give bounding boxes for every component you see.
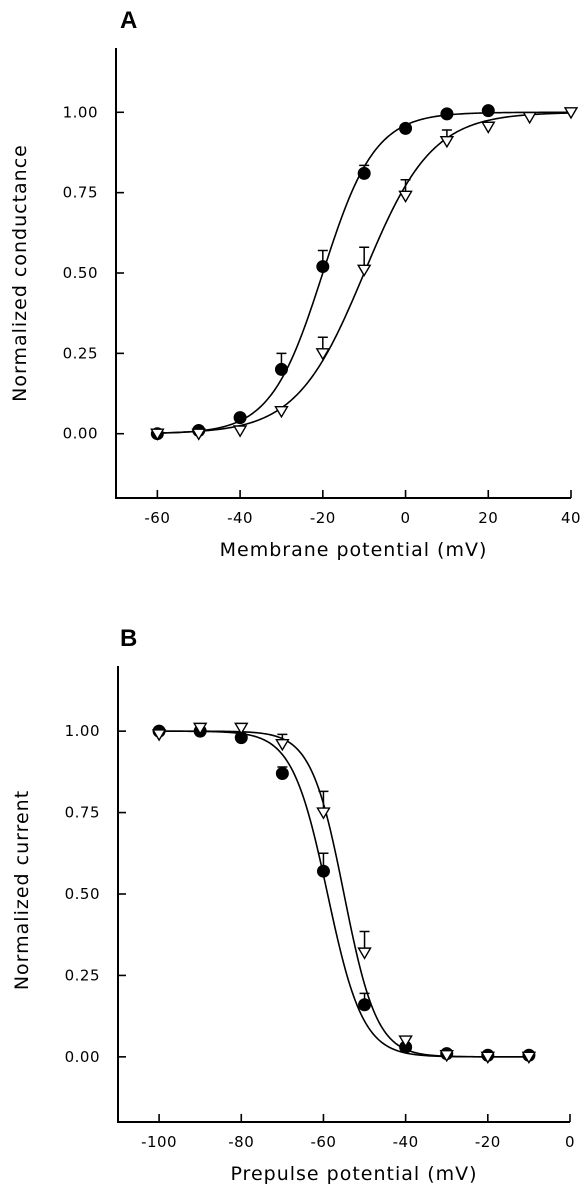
panel-b-data-point-open — [316, 807, 331, 820]
panel-b-ytick-label: 1.00 — [65, 722, 100, 740]
panel-a-ytick-label: 0.50 — [63, 264, 98, 282]
panel-a-xtick-label: 20 — [478, 509, 498, 527]
panel-a-xtick-label: -40 — [227, 509, 253, 527]
panel-a-data-point-filled — [233, 411, 247, 425]
panel-a-data-point-filled — [399, 121, 413, 135]
panel-b-data-point-filled — [275, 766, 289, 780]
panel-b-data-point-open — [439, 1050, 454, 1063]
panel-b-data-point-open — [480, 1051, 496, 1064]
panel-b-data-point-open — [151, 729, 167, 742]
panel-b-data-point-open — [521, 1051, 537, 1064]
panel-a-data-point-open — [232, 425, 248, 438]
panel-a-data-point-filled — [274, 362, 288, 376]
panel-a-data-point-open — [439, 136, 455, 149]
panel-b-data-point-filled — [316, 864, 330, 878]
panel-a-data-point-open — [150, 428, 165, 441]
panel-b-xtick-label: -20 — [475, 1133, 501, 1151]
panel-a-ytick-label: 0.25 — [63, 344, 98, 362]
panel-b-data-point-open — [234, 722, 249, 735]
panel-b-data-point-open — [275, 738, 290, 752]
panel-a-axes — [115, 48, 571, 499]
panel-b-data-point-filled — [358, 998, 372, 1012]
panel-a-data-point-open — [398, 190, 413, 203]
panel-b-ytick-label: 0.50 — [65, 885, 100, 903]
panel-a-xtick-label: -20 — [310, 509, 336, 527]
panel-b-ytick-label: 0.25 — [65, 966, 100, 984]
panel-a-xtick-label: 40 — [561, 509, 581, 527]
panel-a-chart: -60 -40 -20 0 20 40 0.00 0.25 0.50 0.75 1.00 Membra… — [9, 48, 581, 561]
panel-b-letter: B — [120, 625, 137, 652]
panel-b-xtick-label: -40 — [393, 1133, 419, 1151]
panel-b-data-point-open — [357, 947, 372, 960]
panel-b-y-axis-title: Normalized current — [11, 790, 33, 990]
panel-a-data-point-open — [274, 406, 289, 419]
panel-a-x-axis-title: Membrane potential (mV) — [220, 539, 488, 561]
panel-b-chart: -100 -80 -60 -40 -20 0 0.00 0.25 0.50 0.75 1.00 Pre… — [11, 666, 575, 1185]
panel-a-letter: A — [120, 7, 137, 34]
panel-a-data-point-filled — [357, 166, 371, 180]
panel-a-data-point-open — [315, 348, 331, 361]
panel-b-data-point-open — [398, 1035, 413, 1048]
panel-a-data-point-filled — [481, 104, 495, 118]
panel-a-data-point-open — [356, 264, 372, 277]
panel-b-ytick-label: 0.00 — [65, 1048, 100, 1066]
panel-a-data-point-open — [522, 111, 537, 125]
panel-b-fit-curve-2 — [159, 730, 529, 1058]
panel-a-ytick-label: 0.75 — [63, 184, 98, 202]
panel-b-x-axis-title: Prepulse potential (mV) — [230, 1163, 477, 1185]
panel-b-ytick-label: 0.75 — [65, 804, 100, 822]
panel-a-ytick-label: 0.00 — [63, 425, 98, 443]
panel-a-data-point-filled — [316, 260, 330, 274]
panel-b-xtick-label: 0 — [565, 1133, 575, 1151]
panel-a-data-point-open — [481, 121, 496, 134]
panel-a-data-point-filled — [440, 107, 454, 121]
panel-b-xtick-label: -60 — [310, 1133, 336, 1151]
panel-a-data-point-open — [191, 428, 206, 441]
panel-b-xtick-label: -100 — [141, 1133, 177, 1151]
panel-a-data-point-open — [563, 107, 579, 120]
panel-a-xtick-label: -60 — [144, 509, 170, 527]
panel-a-ytick-label: 1.00 — [63, 103, 98, 121]
panel-b-axes — [117, 666, 570, 1123]
panel-b-xtick-label: -80 — [228, 1133, 254, 1151]
panel-a-y-axis-title: Normalized conductance — [9, 144, 31, 402]
panel-a-xtick-label: 0 — [401, 509, 411, 527]
panel-b-data-point-open — [192, 722, 208, 735]
